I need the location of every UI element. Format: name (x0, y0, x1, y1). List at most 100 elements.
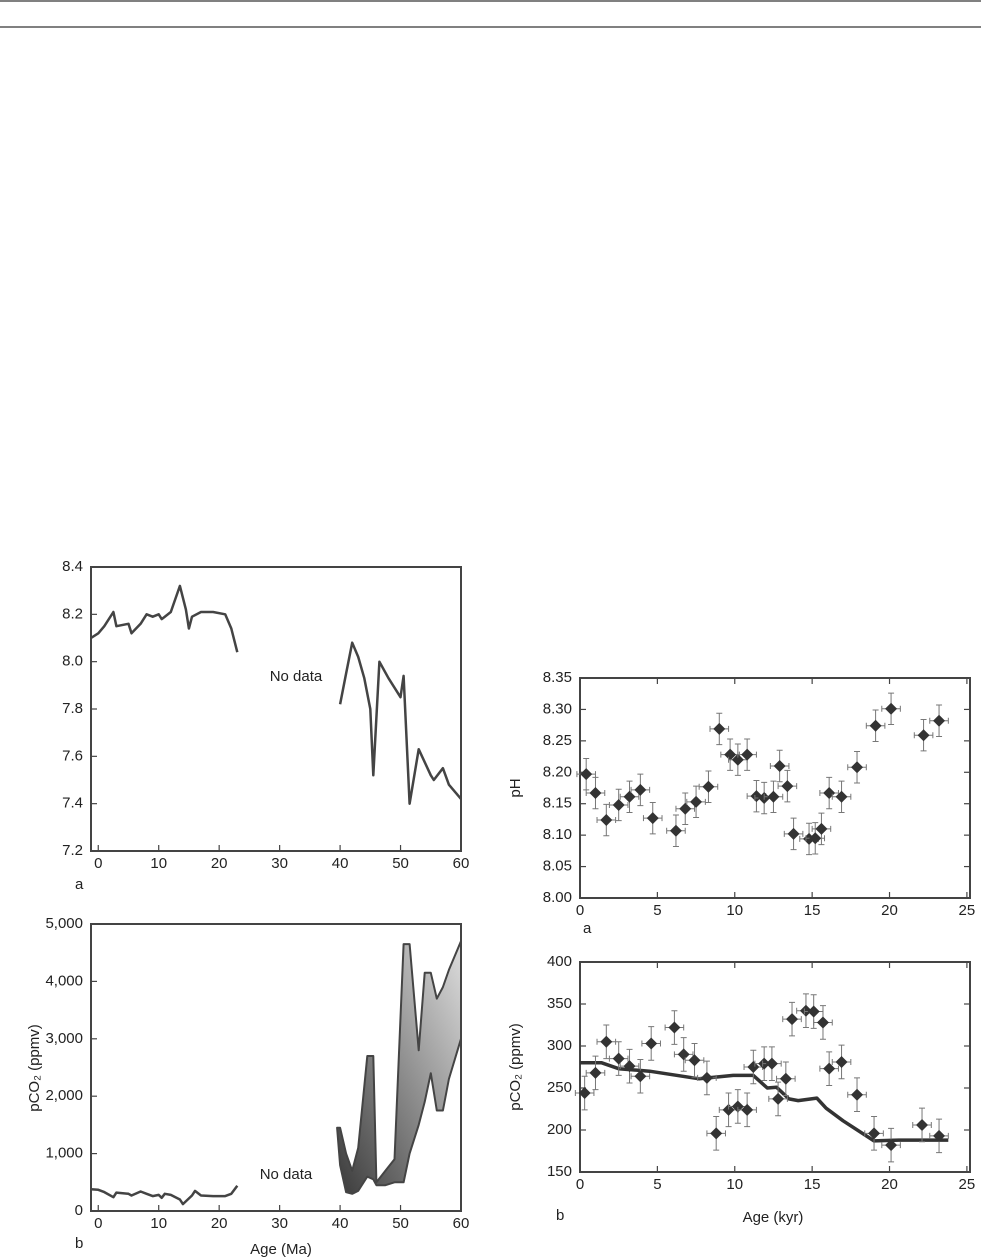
data-point (835, 1055, 848, 1068)
data-point (612, 798, 625, 811)
chart: 150 200 250 300 350 400 0 5 10 15 20 25 Age (kyr) pCO… (507, 953, 975, 1226)
data-point (578, 1087, 591, 1100)
y-tick-label: 7.4 (62, 795, 83, 812)
panel-label: a (583, 920, 592, 937)
data-point (747, 1061, 760, 1073)
data-point (779, 1072, 792, 1085)
y-tick-label: 8.15 (543, 795, 572, 812)
x-tick-label: 40 (332, 855, 349, 872)
plot-frame (579, 677, 971, 899)
data-point (917, 729, 930, 742)
data-point (787, 827, 800, 840)
data-point (799, 1004, 812, 1017)
data-point (645, 1037, 658, 1050)
x-tick-label: 5 (653, 902, 661, 919)
data-line (90, 1184, 239, 1206)
x-tick-label: 20 (211, 1215, 228, 1232)
y-tick-label: 2,000 (45, 1087, 83, 1104)
data-point (700, 1071, 713, 1084)
x-tick-label: 50 (392, 855, 409, 872)
plot-frame (579, 961, 971, 1173)
data-point (710, 1127, 723, 1140)
data-point (580, 768, 593, 781)
y-tick-label: 7.8 (62, 700, 83, 717)
y-tick-label: 400 (547, 953, 572, 970)
data-point (669, 824, 682, 837)
y-tick-label: 8.30 (543, 700, 572, 717)
y-tick-label: 8.0 (62, 653, 83, 670)
data-point (767, 790, 780, 803)
data-point (851, 761, 864, 774)
data-point (646, 812, 659, 825)
data-point (690, 795, 703, 808)
y-tick-label: 1,000 (45, 1145, 83, 1162)
y-tick-label: 0 (75, 1202, 83, 1219)
x-tick-label: 15 (804, 902, 821, 919)
x-tick-label: 40 (332, 1215, 349, 1232)
y-tick-label: 8.10 (543, 826, 572, 843)
x-tick-label: 0 (94, 855, 102, 872)
y-tick-label: 200 (547, 1121, 572, 1138)
data-point (773, 760, 786, 772)
data-point (885, 702, 898, 715)
x-tick-label: 0 (94, 1215, 102, 1232)
panel-label: a (75, 876, 84, 893)
data-point (634, 1070, 647, 1083)
data-point (589, 787, 602, 800)
x-tick-label: 20 (881, 902, 898, 919)
chart: 7.2 7.4 7.6 7.8 8.0 8.2 8.4 0 10 20 30 40 50 60 No dat… (62, 558, 469, 893)
data-point (600, 1035, 613, 1048)
x-tick-label: 60 (453, 1215, 470, 1232)
data-point (741, 1103, 754, 1116)
data-point (668, 1021, 681, 1034)
data-point (713, 722, 726, 735)
y-tick-label: 8.35 (543, 669, 572, 686)
y-tick-label: 8.4 (62, 558, 83, 575)
x-tick-label: 50 (392, 1215, 409, 1232)
range-band (336, 940, 462, 1195)
chart: 8.00 8.05 8.10 8.15 8.20 8.25 8.30 8.35 0 5 10 15 20… (507, 669, 975, 937)
data-point (933, 714, 946, 727)
y-tick-label: 7.6 (62, 747, 83, 764)
data-point (589, 1066, 602, 1079)
data-line (90, 584, 462, 805)
data-point (634, 783, 647, 796)
data-point (816, 1016, 829, 1029)
x-tick-label: 30 (271, 855, 288, 872)
data-point (772, 1092, 785, 1105)
y-axis-label: pH (507, 778, 524, 797)
x-tick-label: 0 (576, 902, 584, 919)
data-point (731, 753, 744, 766)
y-tick-label: 3,000 (45, 1030, 83, 1047)
data-point (688, 1054, 701, 1067)
data-point (786, 1013, 799, 1026)
y-tick-label: 7.2 (62, 842, 83, 859)
data-point (600, 814, 613, 827)
annotation: No data (260, 1166, 313, 1183)
panel-label: b (556, 1207, 564, 1224)
y-axis-label: pCO₂ (ppmv) (507, 1023, 524, 1111)
y-tick-label: 8.05 (543, 858, 572, 875)
x-tick-label: 20 (881, 1176, 898, 1193)
data-point (679, 802, 692, 815)
data-point (916, 1118, 929, 1131)
data-point (809, 832, 822, 845)
x-tick-label: 10 (726, 1176, 743, 1193)
data-point (702, 780, 715, 793)
x-axis-label: Age (kyr) (743, 1209, 804, 1226)
chart: 0 1,000 2,000 3,000 4,000 5,000 0 10 20 30 40 50 60 A… (26, 915, 469, 1258)
data-point (724, 748, 737, 761)
model-line (580, 1061, 949, 1143)
data-point (677, 1048, 690, 1061)
data-point (868, 1127, 881, 1140)
x-tick-label: 15 (804, 1176, 821, 1193)
x-tick-label: 30 (271, 1215, 288, 1232)
data-point (623, 790, 636, 803)
data-point (851, 1088, 864, 1101)
x-tick-label: 10 (150, 855, 167, 872)
data-point (765, 1057, 778, 1070)
panel-label: b (75, 1235, 83, 1252)
data-point (612, 1052, 625, 1065)
y-tick-label: 4,000 (45, 972, 83, 989)
